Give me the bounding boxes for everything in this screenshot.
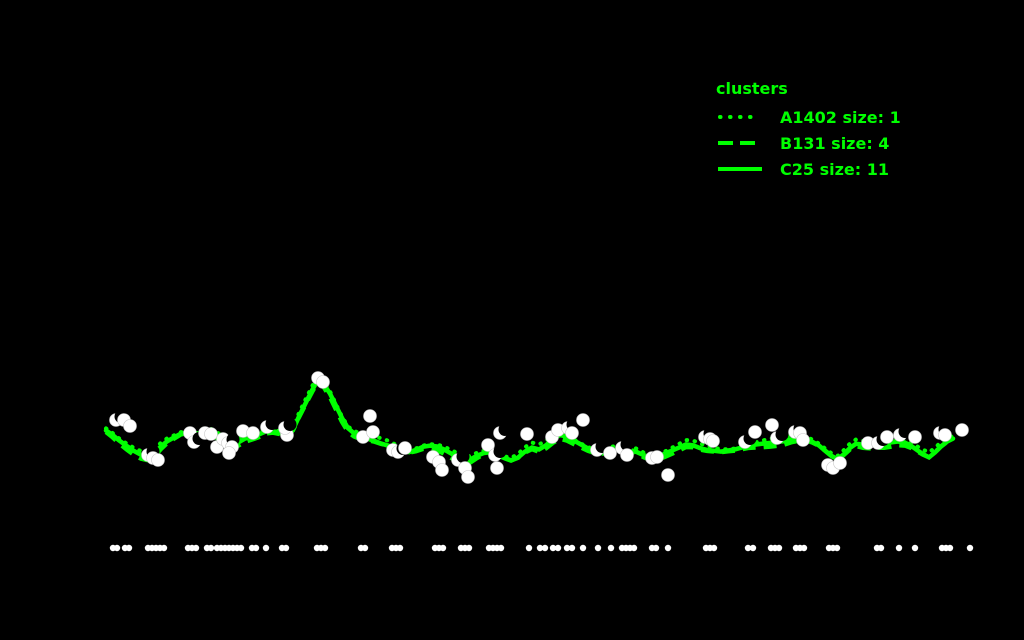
rug-dot [465,544,473,552]
marker-occlusion-overlay [498,423,512,436]
rug-dot [710,544,718,552]
data-point-marker [955,423,969,437]
rug-dot [262,544,270,552]
rug-dot [664,544,672,552]
solid-line-icon [718,167,762,171]
data-point-marker [366,425,380,439]
dashed-line-icon [718,141,762,145]
marker-occlusion-overlay [493,445,507,458]
data-point-marker [246,426,260,440]
rug-dot [775,544,783,552]
rug-dot [497,544,505,552]
data-point-marker [576,413,590,427]
rug-dot [594,544,602,552]
rug-dot [630,544,638,552]
rug-dot [895,544,903,552]
rug-dot [966,544,974,552]
marker-occlusion-overlay [283,418,297,431]
legend: clusters A1402 size: 1 B131 size: 4 C25 … [716,78,901,182]
rug-dot [877,544,885,552]
marker-occlusion-overlay [898,425,912,438]
data-point-marker [520,427,534,441]
legend-entry-b131: B131 size: 4 [716,130,901,156]
rug-dot [321,544,329,552]
marker-occlusion-overlay [775,428,789,441]
rug-dot [113,544,121,552]
rug-dot [160,544,168,552]
legend-entry-a1402: A1402 size: 1 [716,104,901,130]
rug-dot [192,544,200,552]
rug-dot [396,544,404,552]
data-point-marker [461,470,475,484]
dotted-line-icon [718,115,762,119]
data-point-marker [435,463,449,477]
rug-dot [800,544,808,552]
marker-occlusion-overlay [620,438,634,451]
rug-dot [744,544,752,552]
data-point-marker [880,430,894,444]
data-point-marker [204,427,218,441]
legend-label-c25: C25 size: 11 [780,159,889,179]
rug-dot [525,544,533,552]
rug-dot [125,544,133,552]
data-point-marker [650,450,664,464]
rug-dot [607,544,615,552]
rug-dot [536,544,544,552]
rug-dot [749,544,757,552]
rug-dot [554,544,562,552]
data-point-marker [222,446,236,460]
rug-dot [946,544,954,552]
rug-dot [563,544,571,552]
rug-dot [568,544,576,552]
data-point-marker [481,438,495,452]
data-point-marker [796,433,810,447]
legend-label-b131: B131 size: 4 [780,133,890,153]
data-point-marker [316,375,330,389]
data-point-marker [565,426,579,440]
rug-dot [652,544,660,552]
rug-dot [237,544,245,552]
data-point-marker [833,456,847,470]
data-point-marker [363,409,377,423]
legend-label-a1402: A1402 size: 1 [780,107,901,127]
data-point-marker [661,468,675,482]
rug-dot [282,544,290,552]
rug-dot [252,544,260,552]
rug-dot [207,544,215,552]
marker-occlusion-overlay [265,417,279,430]
legend-entry-c25: C25 size: 11 [716,156,901,182]
rug-dot [439,544,447,552]
data-point-marker [706,434,720,448]
rug-dot [833,544,841,552]
rug-dot [549,544,557,552]
data-point-marker [151,453,165,467]
rug-dot [579,544,587,552]
data-point-marker [748,425,762,439]
rug-dot [541,544,549,552]
data-point-marker [620,448,634,462]
marker-occlusion-overlay [456,450,470,463]
data-point-marker [398,441,412,455]
data-point-marker [490,461,504,475]
data-point-marker [603,446,617,460]
data-point-marker [908,430,922,444]
rug-dot [361,544,369,552]
data-point-marker [123,419,137,433]
legend-title: clusters [716,79,788,98]
rug-dot [911,544,919,552]
data-point-marker [938,428,952,442]
data-point-marker [765,418,779,432]
